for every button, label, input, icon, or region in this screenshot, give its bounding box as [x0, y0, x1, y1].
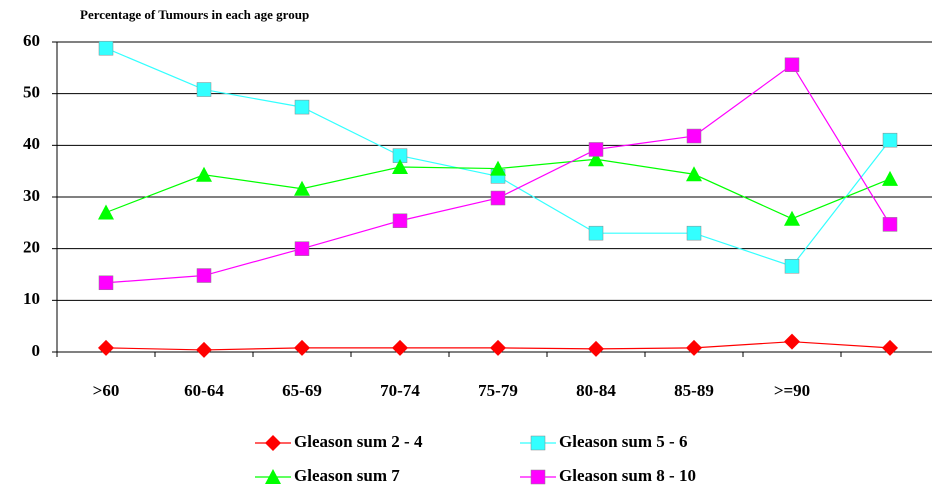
marker	[196, 268, 212, 283]
marker	[294, 339, 310, 356]
marker	[294, 99, 310, 115]
y-tick-label: 0	[32, 341, 41, 360]
marker	[882, 217, 898, 232]
x-tick-label: >60	[93, 381, 120, 400]
marker	[686, 225, 702, 241]
marker	[392, 339, 408, 356]
x-tick-label: 85-89	[674, 381, 714, 400]
x-tick-label: >=90	[774, 381, 810, 400]
y-tick-label: 40	[23, 134, 40, 153]
legend-label: Gleason sum 7	[294, 466, 400, 485]
y-tick-label: 20	[23, 238, 40, 257]
marker	[882, 170, 898, 186]
chart-title: Percentage of Tumours in each age group	[80, 7, 309, 22]
marker	[686, 128, 702, 144]
marker	[882, 132, 898, 148]
marker	[265, 435, 281, 451]
legend-label: Gleason sum 5 - 6	[559, 432, 687, 451]
y-tick-label: 50	[23, 83, 40, 102]
marker	[588, 225, 604, 241]
marker	[392, 213, 408, 229]
legend-label: Gleason sum 2 - 4	[294, 432, 423, 451]
x-tick-label: 70-74	[380, 381, 420, 400]
x-tick-label: 80-84	[576, 381, 616, 400]
marker	[530, 435, 546, 451]
legend-label: Gleason sum 8 - 10	[559, 466, 696, 485]
x-tick-label: 75-79	[478, 381, 518, 400]
marker	[882, 339, 898, 356]
marker	[784, 333, 800, 350]
marker	[784, 57, 800, 72]
marker	[265, 469, 281, 484]
marker	[686, 166, 702, 182]
marker	[490, 160, 506, 176]
x-tick-label: 65-69	[282, 381, 322, 400]
marker	[784, 210, 800, 226]
series-line	[105, 47, 891, 267]
y-tick-label: 10	[23, 289, 40, 308]
marker	[196, 341, 212, 358]
marker	[530, 469, 546, 485]
marker	[686, 339, 702, 356]
marker	[98, 275, 114, 291]
marker	[294, 180, 310, 196]
marker	[588, 151, 604, 167]
marker	[98, 339, 114, 356]
marker	[588, 142, 604, 157]
marker	[98, 40, 114, 56]
marker	[490, 339, 506, 356]
marker	[392, 159, 408, 175]
marker	[196, 82, 212, 97]
marker	[196, 166, 212, 182]
y-tick-label: 60	[23, 31, 40, 50]
marker	[490, 190, 506, 206]
marker	[784, 258, 800, 274]
marker	[294, 241, 310, 256]
marker	[98, 204, 114, 220]
marker	[588, 340, 604, 357]
x-tick-label: 60-64	[184, 381, 224, 400]
y-tick-label: 30	[23, 186, 40, 205]
